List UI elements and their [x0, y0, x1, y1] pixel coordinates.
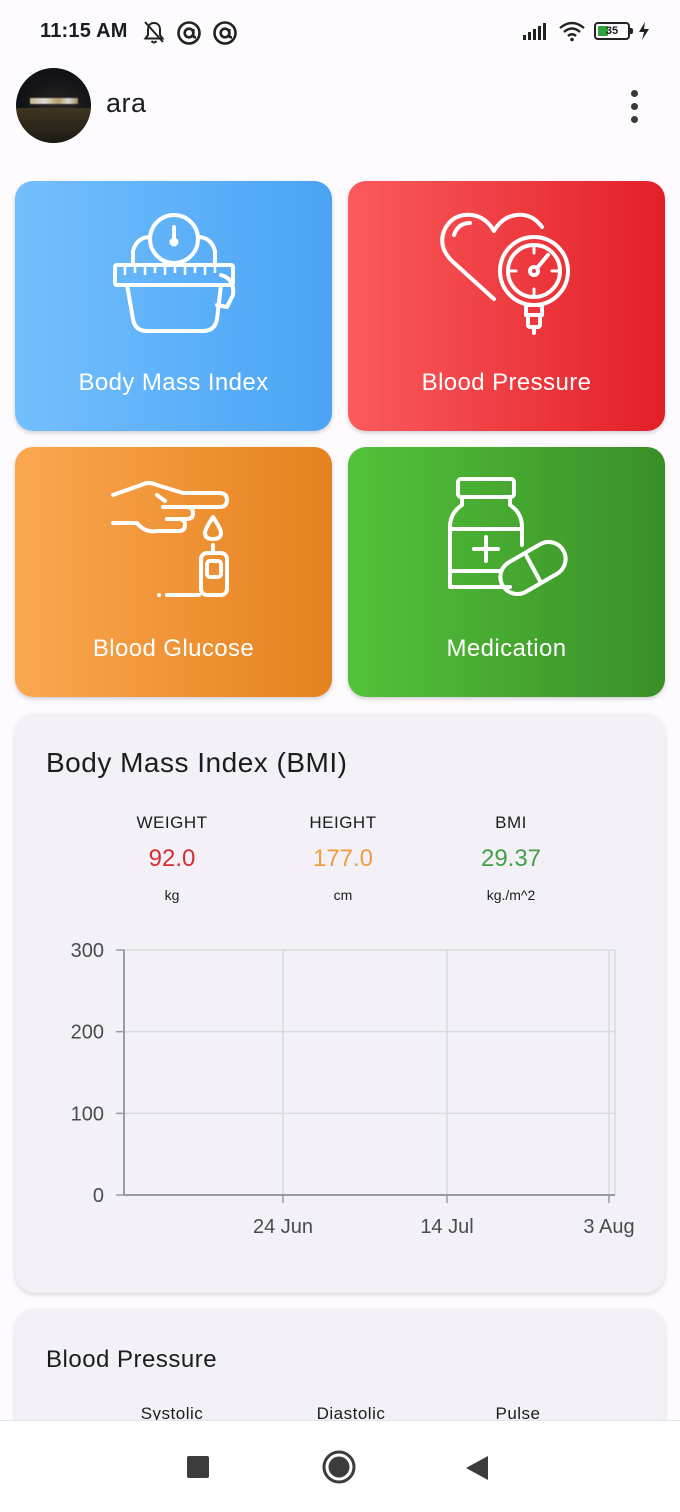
system-icons: 35 [522, 20, 650, 42]
glucose-meter-icon [111, 481, 229, 597]
signal-icon [523, 23, 546, 40]
heart-gauge-icon [440, 212, 570, 335]
x-tick-label: 3 Aug [583, 1216, 634, 1238]
tile-label: Blood Pressure [421, 369, 592, 396]
y-tick-label: 0 [93, 1185, 104, 1207]
metric-label: HEIGHT [309, 813, 377, 832]
card-title: Body Mass Index (BMI) [46, 747, 348, 778]
metric-weight: WEIGHT 92.0 kg [92, 813, 252, 903]
y-tick-label: 200 [71, 1022, 104, 1044]
metric-systolic: Systolic [92, 1404, 252, 1424]
metric-pulse: Pulse [438, 1404, 598, 1424]
tile-blood-pressure[interactable]: Blood Pressure [348, 181, 665, 431]
wifi-icon [559, 21, 585, 42]
pill-bottle-icon [448, 477, 568, 596]
tile-medication[interactable]: Medication [348, 447, 665, 697]
battery-level: 35 [605, 25, 619, 37]
tile-body-mass-index[interactable]: Body Mass Index [15, 181, 332, 431]
metric-value: 29.37 [480, 845, 542, 872]
username: ara [106, 88, 147, 118]
more-vert-icon[interactable] [616, 86, 652, 126]
tile-label: Blood Glucose [92, 635, 255, 662]
metric-unit: kg./m^2 [486, 887, 536, 903]
metric-unit: cm [333, 887, 353, 903]
metric-label: BMI [495, 813, 527, 832]
tile-label: Body Mass Index [78, 369, 269, 396]
recents-square-icon[interactable] [187, 1456, 209, 1478]
metric-label: Diastolic [316, 1404, 386, 1423]
bmi-chart: 0 100 200 300 24 Jun 14 Jul 3 Aug [71, 940, 635, 1238]
metric-unit: kg [164, 887, 180, 903]
app-header: ara [0, 64, 680, 148]
x-tick-label: 14 Jul [420, 1216, 473, 1238]
tile-blood-glucose[interactable]: Blood Glucose [15, 447, 332, 697]
status-time: 11:15 AM [40, 20, 128, 42]
at-icon [177, 21, 201, 45]
scale-icon [113, 213, 236, 333]
metric-label: Pulse [495, 1404, 541, 1423]
back-triangle-icon[interactable] [466, 1456, 488, 1480]
metric-label: Systolic [140, 1404, 204, 1423]
y-tick-label: 300 [71, 940, 104, 962]
metric-bmi: BMI 29.37 kg./m^2 [431, 813, 591, 903]
at-icon [213, 21, 237, 45]
tile-label: Medication [446, 635, 567, 662]
notification-icons [142, 20, 238, 46]
y-tick-label: 100 [71, 1103, 104, 1125]
charging-icon [639, 22, 649, 40]
battery-icon: 35 [594, 22, 633, 40]
bmi-card[interactable]: Body Mass Index (BMI) WEIGHT 92.0 kg HEI… [15, 713, 665, 1293]
home-circle-icon[interactable] [322, 1450, 356, 1484]
avatar[interactable] [16, 68, 91, 143]
metric-label: WEIGHT [136, 813, 208, 832]
navigation-bar [0, 1420, 680, 1512]
metric-value: 92.0 [148, 845, 196, 872]
metric-height: HEIGHT 177.0 cm [263, 813, 423, 903]
x-tick-label: 24 Jun [253, 1216, 313, 1238]
metric-value: 177.0 [312, 845, 374, 872]
metric-diastolic: Diastolic [271, 1404, 431, 1424]
card-title: Blood Pressure [46, 1346, 218, 1373]
status-bar: 11:15 AM [0, 0, 680, 64]
bell-off-icon [143, 21, 165, 44]
